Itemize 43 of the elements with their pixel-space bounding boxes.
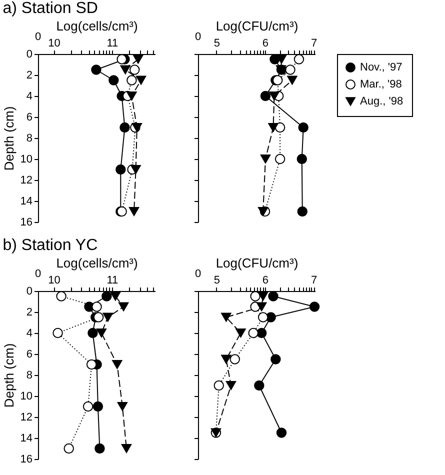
- x-axis-title: Log(CFU/cm³): [216, 256, 298, 270]
- y-tick-label: 2: [26, 306, 32, 318]
- y-tick-label: 10: [20, 154, 32, 166]
- x-tick-label: 10: [48, 38, 60, 50]
- x-tick-label: 11: [106, 38, 118, 50]
- legend-label: Mar., '98: [360, 78, 402, 90]
- text: 0: [34, 31, 42, 43]
- x-tick-label: 5: [214, 38, 220, 50]
- y-tick-label: 16: [20, 216, 32, 228]
- y-tick-label: 16: [20, 454, 32, 466]
- text: 0: [194, 31, 202, 43]
- y-tick-label: 6: [26, 348, 32, 360]
- x-tick-label: 5: [214, 274, 220, 286]
- x-tick-label: 10: [48, 274, 60, 286]
- y-tick-label: 2: [26, 70, 32, 82]
- chart-title: b) Station YC: [2, 237, 98, 254]
- y-tick-label: 14: [20, 432, 32, 444]
- x-axis-title: Log(cells/cm³): [56, 18, 138, 34]
- x-axis-title: Log(cells/cm³): [56, 256, 138, 270]
- y-axis-title: Depth (cm): [1, 106, 16, 171]
- y-tick-label: 10: [20, 390, 32, 402]
- text: 0: [194, 268, 202, 280]
- y-tick-label: 14: [20, 196, 32, 208]
- text: 0: [34, 268, 42, 280]
- x-tick-label: 7: [310, 38, 318, 50]
- chart-title: a) Station SD: [2, 0, 98, 17]
- y-tick-label: 4: [26, 328, 32, 340]
- y-tick-label: 0: [26, 286, 32, 298]
- y-tick-label: 6: [26, 112, 32, 124]
- y-tick-label: 4: [26, 90, 32, 102]
- legend-label: Aug., '98: [360, 96, 404, 108]
- y-tick-label: 0: [26, 48, 32, 60]
- x-tick-label: 6: [262, 274, 269, 286]
- y-tick-label: 8: [26, 132, 32, 144]
- y-tick-label: 12: [20, 174, 32, 186]
- y-axis-title: Depth (cm): [1, 343, 16, 408]
- x-axis-title: Log(CFU/cm³): [216, 18, 298, 34]
- x-tick-label: 6: [262, 38, 269, 50]
- x-tick-label: 7: [310, 274, 318, 286]
- legend-label: Nov., '97: [360, 62, 402, 74]
- x-tick-label: 11: [106, 274, 118, 286]
- y-tick-label: 12: [20, 412, 32, 424]
- y-tick-label: 8: [26, 370, 32, 382]
